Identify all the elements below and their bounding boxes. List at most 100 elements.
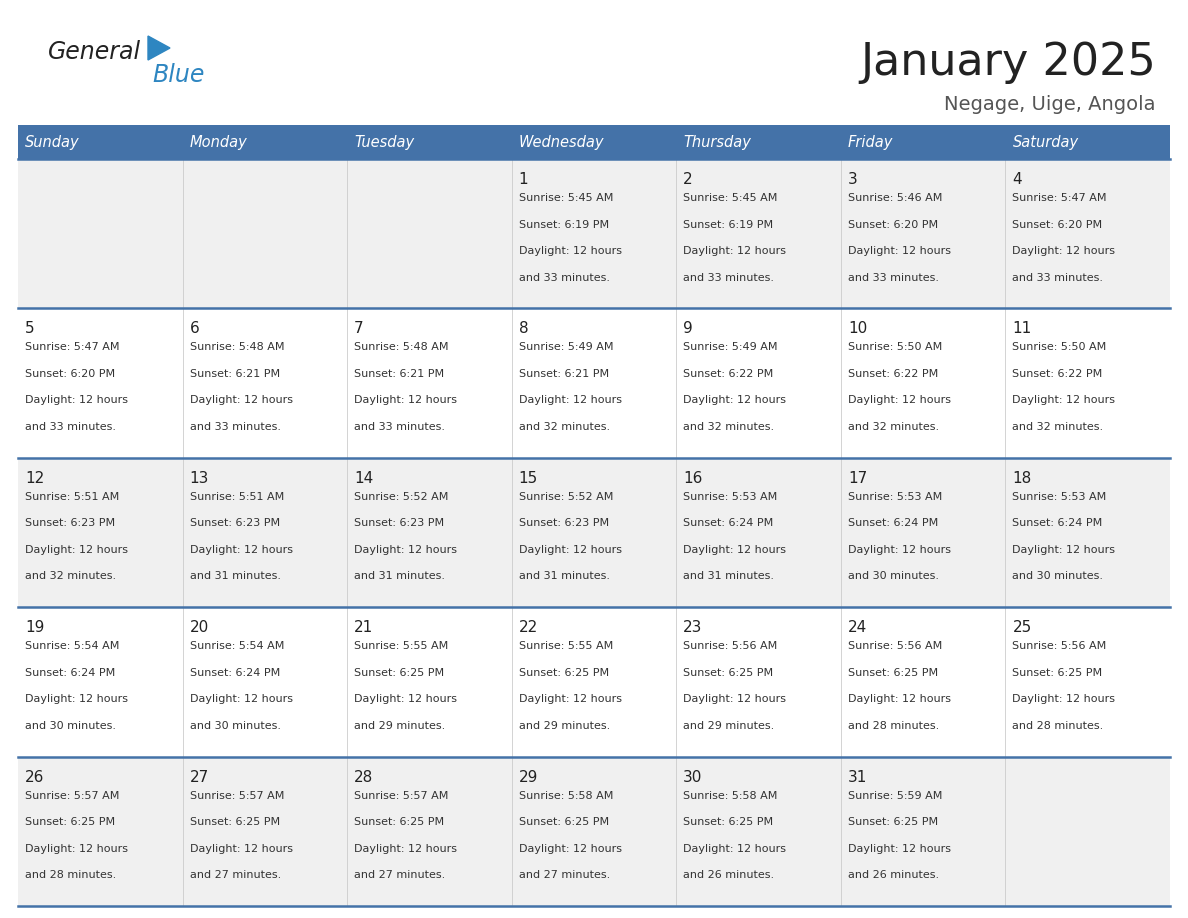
Text: 31: 31 (848, 769, 867, 785)
Text: Sunrise: 5:50 AM: Sunrise: 5:50 AM (848, 342, 942, 353)
Text: Sunrise: 5:51 AM: Sunrise: 5:51 AM (25, 492, 119, 502)
Text: and 33 minutes.: and 33 minutes. (190, 422, 280, 432)
Text: and 29 minutes.: and 29 minutes. (683, 721, 775, 731)
Text: and 30 minutes.: and 30 minutes. (25, 721, 116, 731)
Text: Sunset: 6:25 PM: Sunset: 6:25 PM (25, 817, 115, 827)
Text: Daylight: 12 hours: Daylight: 12 hours (25, 844, 128, 854)
Text: and 31 minutes.: and 31 minutes. (683, 571, 775, 581)
Text: Sunrise: 5:58 AM: Sunrise: 5:58 AM (683, 790, 778, 800)
Text: Sunset: 6:22 PM: Sunset: 6:22 PM (683, 369, 773, 379)
Text: Wednesday: Wednesday (519, 135, 605, 150)
Text: 14: 14 (354, 471, 373, 486)
Text: Sunrise: 5:50 AM: Sunrise: 5:50 AM (1012, 342, 1107, 353)
Text: and 28 minutes.: and 28 minutes. (25, 870, 116, 880)
Text: Monday: Monday (190, 135, 247, 150)
Text: Sunset: 6:24 PM: Sunset: 6:24 PM (1012, 519, 1102, 529)
Text: and 33 minutes.: and 33 minutes. (848, 273, 939, 283)
Text: Sunrise: 5:58 AM: Sunrise: 5:58 AM (519, 790, 613, 800)
Text: Sunset: 6:25 PM: Sunset: 6:25 PM (848, 817, 939, 827)
Text: 23: 23 (683, 621, 702, 635)
Text: and 27 minutes.: and 27 minutes. (354, 870, 446, 880)
Bar (18, 607, 1170, 756)
Text: 22: 22 (519, 621, 538, 635)
Text: Daylight: 12 hours: Daylight: 12 hours (683, 545, 786, 554)
Text: Sunset: 6:24 PM: Sunset: 6:24 PM (25, 667, 115, 677)
Text: January 2025: January 2025 (860, 40, 1156, 84)
Text: 13: 13 (190, 471, 209, 486)
Text: Sunrise: 5:48 AM: Sunrise: 5:48 AM (190, 342, 284, 353)
Text: Daylight: 12 hours: Daylight: 12 hours (1012, 694, 1116, 704)
Text: Sunset: 6:24 PM: Sunset: 6:24 PM (190, 667, 280, 677)
Text: Daylight: 12 hours: Daylight: 12 hours (683, 246, 786, 256)
Text: Daylight: 12 hours: Daylight: 12 hours (519, 396, 621, 406)
Text: Sunset: 6:22 PM: Sunset: 6:22 PM (848, 369, 939, 379)
Text: and 26 minutes.: and 26 minutes. (683, 870, 775, 880)
Text: Sunset: 6:25 PM: Sunset: 6:25 PM (683, 817, 773, 827)
Text: Daylight: 12 hours: Daylight: 12 hours (848, 844, 950, 854)
Text: Sunrise: 5:53 AM: Sunrise: 5:53 AM (1012, 492, 1107, 502)
Text: Negage, Uige, Angola: Negage, Uige, Angola (944, 95, 1156, 114)
Text: Sunset: 6:21 PM: Sunset: 6:21 PM (190, 369, 279, 379)
Text: and 27 minutes.: and 27 minutes. (519, 870, 609, 880)
Text: and 27 minutes.: and 27 minutes. (190, 870, 280, 880)
Text: Sunset: 6:23 PM: Sunset: 6:23 PM (354, 519, 444, 529)
Text: Sunrise: 5:54 AM: Sunrise: 5:54 AM (25, 641, 119, 651)
Text: 29: 29 (519, 769, 538, 785)
Text: Sunset: 6:20 PM: Sunset: 6:20 PM (25, 369, 115, 379)
Text: Daylight: 12 hours: Daylight: 12 hours (25, 545, 128, 554)
Text: and 33 minutes.: and 33 minutes. (354, 422, 446, 432)
Text: 28: 28 (354, 769, 373, 785)
Text: Daylight: 12 hours: Daylight: 12 hours (190, 396, 292, 406)
Text: Sunset: 6:25 PM: Sunset: 6:25 PM (354, 667, 444, 677)
Text: and 29 minutes.: and 29 minutes. (354, 721, 446, 731)
Text: Daylight: 12 hours: Daylight: 12 hours (519, 246, 621, 256)
Text: and 33 minutes.: and 33 minutes. (683, 273, 775, 283)
Text: and 32 minutes.: and 32 minutes. (25, 571, 116, 581)
Text: Daylight: 12 hours: Daylight: 12 hours (683, 396, 786, 406)
Text: Sunrise: 5:59 AM: Sunrise: 5:59 AM (848, 790, 942, 800)
Text: Sunrise: 5:56 AM: Sunrise: 5:56 AM (848, 641, 942, 651)
Text: 24: 24 (848, 621, 867, 635)
Text: Sunrise: 5:57 AM: Sunrise: 5:57 AM (190, 790, 284, 800)
Text: Sunset: 6:25 PM: Sunset: 6:25 PM (190, 817, 279, 827)
Text: Daylight: 12 hours: Daylight: 12 hours (354, 545, 457, 554)
Text: Sunset: 6:22 PM: Sunset: 6:22 PM (1012, 369, 1102, 379)
Text: 30: 30 (683, 769, 702, 785)
Text: Daylight: 12 hours: Daylight: 12 hours (683, 694, 786, 704)
Text: Daylight: 12 hours: Daylight: 12 hours (519, 694, 621, 704)
Text: Daylight: 12 hours: Daylight: 12 hours (683, 844, 786, 854)
Text: Friday: Friday (848, 135, 893, 150)
Text: Sunset: 6:25 PM: Sunset: 6:25 PM (683, 667, 773, 677)
Text: Sunrise: 5:56 AM: Sunrise: 5:56 AM (1012, 641, 1107, 651)
Text: Sunrise: 5:55 AM: Sunrise: 5:55 AM (519, 641, 613, 651)
Text: and 32 minutes.: and 32 minutes. (683, 422, 775, 432)
Text: and 33 minutes.: and 33 minutes. (519, 273, 609, 283)
Polygon shape (148, 36, 170, 60)
Text: Daylight: 12 hours: Daylight: 12 hours (190, 844, 292, 854)
Text: Sunrise: 5:53 AM: Sunrise: 5:53 AM (848, 492, 942, 502)
Text: 18: 18 (1012, 471, 1031, 486)
Text: and 28 minutes.: and 28 minutes. (1012, 721, 1104, 731)
Text: Sunrise: 5:51 AM: Sunrise: 5:51 AM (190, 492, 284, 502)
Text: Sunset: 6:21 PM: Sunset: 6:21 PM (354, 369, 444, 379)
Text: 9: 9 (683, 321, 693, 336)
Text: Sunrise: 5:57 AM: Sunrise: 5:57 AM (25, 790, 119, 800)
Text: Sunset: 6:25 PM: Sunset: 6:25 PM (519, 667, 608, 677)
Text: Sunset: 6:25 PM: Sunset: 6:25 PM (519, 817, 608, 827)
Text: Sunset: 6:25 PM: Sunset: 6:25 PM (354, 817, 444, 827)
Text: 21: 21 (354, 621, 373, 635)
Text: Daylight: 12 hours: Daylight: 12 hours (354, 396, 457, 406)
Text: Sunrise: 5:46 AM: Sunrise: 5:46 AM (848, 193, 942, 203)
Text: Daylight: 12 hours: Daylight: 12 hours (25, 694, 128, 704)
Text: and 32 minutes.: and 32 minutes. (519, 422, 609, 432)
Text: and 30 minutes.: and 30 minutes. (848, 571, 939, 581)
Text: Sunrise: 5:55 AM: Sunrise: 5:55 AM (354, 641, 448, 651)
Text: Sunset: 6:24 PM: Sunset: 6:24 PM (848, 519, 939, 529)
Text: Sunset: 6:21 PM: Sunset: 6:21 PM (519, 369, 608, 379)
Text: Blue: Blue (152, 63, 204, 87)
Text: Sunrise: 5:56 AM: Sunrise: 5:56 AM (683, 641, 777, 651)
Text: Daylight: 12 hours: Daylight: 12 hours (848, 545, 950, 554)
Text: 27: 27 (190, 769, 209, 785)
Text: 1: 1 (519, 172, 529, 187)
Text: and 32 minutes.: and 32 minutes. (1012, 422, 1104, 432)
